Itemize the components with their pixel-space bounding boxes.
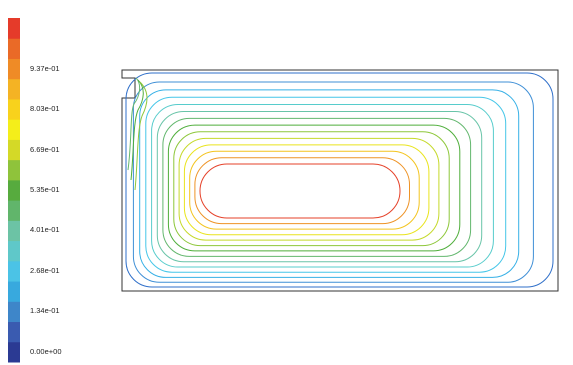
legend-swatch (8, 58, 20, 80)
contour-line (199, 163, 401, 219)
contour-line (156, 111, 483, 263)
color-legend-bar (8, 18, 20, 363)
contour-line (162, 117, 472, 257)
legend-swatch (8, 38, 20, 59)
contour-line (130, 79, 144, 181)
contour-line (189, 150, 420, 230)
legend-swatch (8, 260, 20, 282)
domain-boundary (121, 69, 559, 292)
legend-label: 4.01e-01 (30, 225, 60, 235)
legend-swatch (8, 179, 20, 201)
contour-line (178, 137, 440, 241)
contour-lines (125, 72, 554, 288)
contour-line (127, 77, 141, 171)
legend-swatch (8, 301, 20, 323)
legend-swatch (8, 18, 20, 39)
legend-swatch (8, 240, 20, 262)
contour-line (145, 96, 507, 273)
contour-line (194, 157, 410, 225)
legend-swatch (8, 341, 20, 363)
contour-line (132, 81, 534, 283)
legend-label: 6.69e-01 (30, 144, 60, 154)
legend-swatch (8, 139, 20, 161)
legend-label: 8.03e-01 (30, 104, 60, 114)
contour-line (173, 131, 450, 247)
legend-label: 2.68e-01 (30, 265, 60, 275)
contour-line (125, 72, 554, 288)
legend-label: 0.00e+00 (30, 346, 62, 356)
legend-swatch (8, 220, 20, 242)
contour-line (139, 89, 520, 278)
contour-line (134, 81, 148, 191)
legend-label: 1.34e-01 (30, 306, 60, 316)
legend-swatch (8, 159, 20, 181)
contour-line (183, 144, 430, 236)
legend-swatch (8, 119, 20, 140)
legend-swatch (8, 78, 20, 100)
legend-label: 5.35e-01 (30, 185, 60, 194)
contour-line (167, 124, 461, 252)
contour-line (151, 104, 494, 268)
legend-swatch (8, 281, 20, 302)
legend-label: 9.37e-01 (30, 63, 60, 73)
domain-outline (121, 69, 559, 292)
legend-swatch (8, 98, 20, 120)
legend-swatch (8, 321, 20, 343)
legend-swatch (8, 200, 20, 221)
